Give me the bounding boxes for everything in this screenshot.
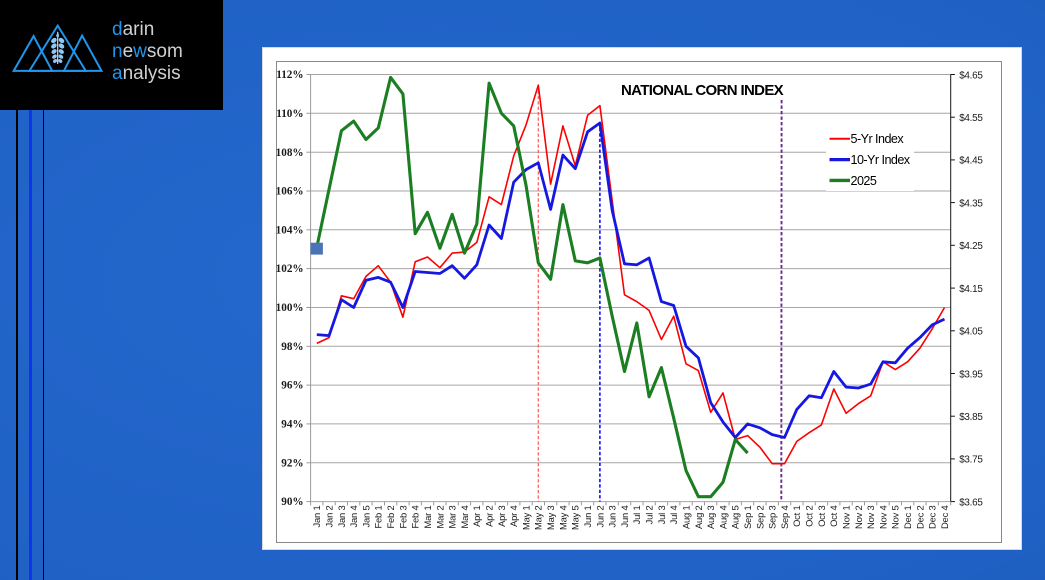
svg-text:Feb 4: Feb 4 xyxy=(410,506,421,529)
svg-text:Apr 3: Apr 3 xyxy=(496,506,507,527)
svg-text:Apr 1: Apr 1 xyxy=(471,506,482,527)
svg-text:Oct 4: Oct 4 xyxy=(828,506,839,527)
svg-text:Apr 4: Apr 4 xyxy=(508,506,519,527)
svg-text:$3.85: $3.85 xyxy=(959,412,983,423)
svg-text:Jan 2: Jan 2 xyxy=(324,506,335,528)
svg-text:Mar 1: Mar 1 xyxy=(422,506,433,529)
svg-text:Jan 5: Jan 5 xyxy=(360,506,371,528)
svg-text:2025: 2025 xyxy=(851,174,877,188)
svg-text:$3.75: $3.75 xyxy=(959,455,983,466)
svg-text:94%: 94% xyxy=(281,419,303,431)
svg-text:Oct 3: Oct 3 xyxy=(816,506,827,527)
svg-text:110%: 110% xyxy=(276,108,303,120)
svg-text:106%: 106% xyxy=(276,186,304,198)
svg-text:$4.05: $4.05 xyxy=(959,327,983,338)
svg-text:$4.25: $4.25 xyxy=(959,241,983,252)
svg-text:Dec 2: Dec 2 xyxy=(914,506,925,530)
svg-text:10-Yr Index: 10-Yr Index xyxy=(851,153,911,167)
svg-text:108%: 108% xyxy=(276,147,304,159)
svg-text:Oct 2: Oct 2 xyxy=(804,506,815,527)
svg-text:May 5: May 5 xyxy=(570,506,581,531)
svg-text:Jun 1: Jun 1 xyxy=(582,506,593,528)
svg-text:112%: 112% xyxy=(276,69,303,81)
svg-text:Oct 1: Oct 1 xyxy=(791,506,802,527)
svg-text:Nov 5: Nov 5 xyxy=(890,506,901,530)
svg-text:$3.95: $3.95 xyxy=(959,369,983,380)
svg-text:$3.65: $3.65 xyxy=(959,497,983,508)
svg-text:May 3: May 3 xyxy=(545,506,556,531)
svg-text:Aug 1: Aug 1 xyxy=(680,506,691,530)
svg-text:92%: 92% xyxy=(281,457,303,469)
svg-text:Jul 3: Jul 3 xyxy=(656,506,667,525)
svg-text:$4.65: $4.65 xyxy=(959,70,983,81)
svg-text:$4.15: $4.15 xyxy=(959,284,983,295)
svg-text:Jun 2: Jun 2 xyxy=(594,506,605,528)
svg-text:Dec 4: Dec 4 xyxy=(939,506,950,530)
svg-text:Dec 3: Dec 3 xyxy=(927,506,938,530)
svg-text:98%: 98% xyxy=(281,341,303,353)
svg-text:May 4: May 4 xyxy=(557,506,568,531)
svg-text:Feb 1: Feb 1 xyxy=(373,506,384,529)
svg-text:102%: 102% xyxy=(276,263,304,275)
svg-text:$4.45: $4.45 xyxy=(959,156,983,167)
svg-text:Apr 2: Apr 2 xyxy=(484,506,495,527)
svg-text:100%: 100% xyxy=(276,302,304,314)
svg-text:Jun 4: Jun 4 xyxy=(619,506,630,528)
svg-text:Jul 1: Jul 1 xyxy=(631,506,642,525)
svg-text:Jan 1: Jan 1 xyxy=(311,506,322,528)
svg-text:Jul 4: Jul 4 xyxy=(668,506,679,525)
svg-text:Mar 4: Mar 4 xyxy=(459,506,470,529)
svg-text:Nov 1: Nov 1 xyxy=(841,506,852,530)
svg-text:Dec 1: Dec 1 xyxy=(902,506,913,530)
svg-text:Aug 4: Aug 4 xyxy=(717,506,728,530)
svg-text:Aug 2: Aug 2 xyxy=(693,506,704,530)
svg-text:NATIONAL CORN INDEX: NATIONAL CORN INDEX xyxy=(621,82,784,99)
svg-text:Jan 4: Jan 4 xyxy=(348,506,359,528)
svg-text:90%: 90% xyxy=(281,496,303,508)
svg-text:$4.55: $4.55 xyxy=(959,113,983,124)
svg-text:Sep 3: Sep 3 xyxy=(767,506,778,530)
svg-text:Jan 3: Jan 3 xyxy=(336,506,347,528)
svg-text:Mar 3: Mar 3 xyxy=(447,506,458,529)
svg-text:Sep 1: Sep 1 xyxy=(742,506,753,530)
svg-text:Sep 2: Sep 2 xyxy=(754,506,765,530)
svg-text:Jul 2: Jul 2 xyxy=(644,506,655,525)
svg-text:Nov 4: Nov 4 xyxy=(877,506,888,530)
svg-text:Aug 5: Aug 5 xyxy=(730,506,741,530)
svg-text:Jun 3: Jun 3 xyxy=(607,506,618,528)
svg-text:Sep 4: Sep 4 xyxy=(779,506,790,530)
svg-text:May 2: May 2 xyxy=(533,506,544,531)
svg-text:Nov 3: Nov 3 xyxy=(865,506,876,530)
svg-text:Feb 3: Feb 3 xyxy=(397,506,408,529)
svg-text:Nov 2: Nov 2 xyxy=(853,506,864,530)
svg-text:$4.35: $4.35 xyxy=(959,198,983,209)
svg-text:Mar 2: Mar 2 xyxy=(434,506,445,529)
svg-text:104%: 104% xyxy=(276,224,304,236)
svg-text:5-Yr Index: 5-Yr Index xyxy=(851,132,905,146)
svg-text:96%: 96% xyxy=(281,380,303,392)
svg-text:Aug 3: Aug 3 xyxy=(705,506,716,530)
svg-text:May 1: May 1 xyxy=(520,506,531,531)
svg-text:Feb 2: Feb 2 xyxy=(385,506,396,529)
